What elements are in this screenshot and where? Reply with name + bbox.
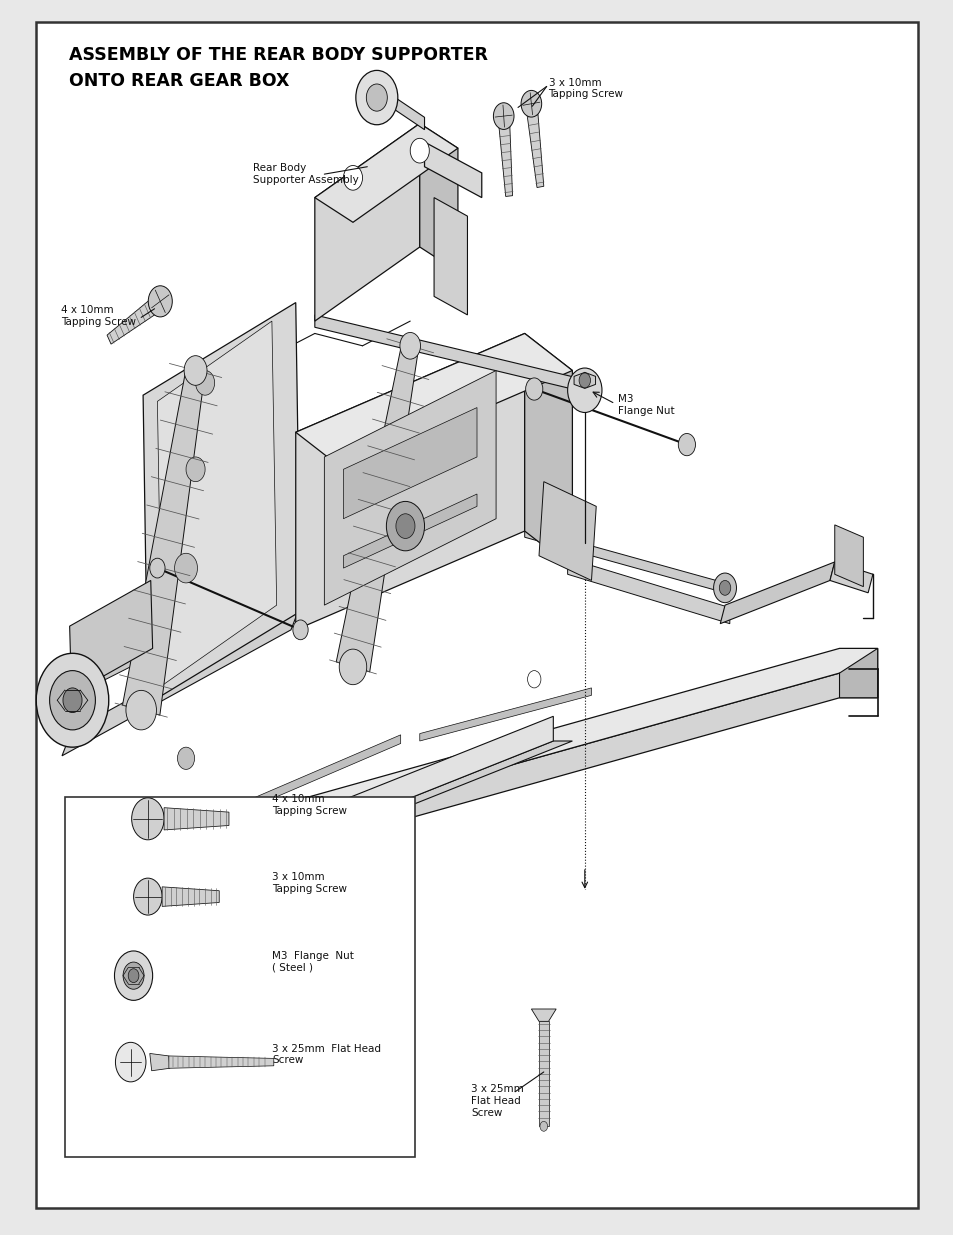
Polygon shape <box>567 558 729 624</box>
Circle shape <box>128 968 139 983</box>
Polygon shape <box>295 333 524 630</box>
Polygon shape <box>720 562 834 624</box>
Circle shape <box>395 514 415 538</box>
Circle shape <box>293 620 308 640</box>
Polygon shape <box>525 103 543 188</box>
Polygon shape <box>343 408 476 519</box>
Polygon shape <box>157 321 276 685</box>
Polygon shape <box>834 525 862 587</box>
Circle shape <box>578 373 590 388</box>
Text: ASSEMBLY OF THE REAR BODY SUPPORTER: ASSEMBLY OF THE REAR BODY SUPPORTER <box>69 46 487 64</box>
Circle shape <box>133 878 162 915</box>
Circle shape <box>343 165 362 190</box>
Text: M3
Flange Nut: M3 Flange Nut <box>618 394 674 415</box>
Polygon shape <box>343 494 476 568</box>
Circle shape <box>184 356 207 385</box>
Polygon shape <box>419 688 591 741</box>
Polygon shape <box>169 1056 274 1068</box>
Circle shape <box>63 688 82 713</box>
Polygon shape <box>839 648 877 698</box>
Polygon shape <box>434 198 467 315</box>
Text: Rear Body
Supporter Assembly: Rear Body Supporter Assembly <box>253 163 358 184</box>
Polygon shape <box>295 333 572 469</box>
Circle shape <box>339 650 366 684</box>
Text: 3 x 25mm
Flat Head
Screw: 3 x 25mm Flat Head Screw <box>471 1084 523 1118</box>
Polygon shape <box>335 343 418 672</box>
Polygon shape <box>86 673 877 895</box>
Polygon shape <box>62 605 300 756</box>
Polygon shape <box>538 1021 548 1126</box>
Text: ONTO REAR GEAR BOX: ONTO REAR GEAR BOX <box>69 72 289 90</box>
Circle shape <box>493 103 514 130</box>
Circle shape <box>713 573 736 603</box>
Circle shape <box>539 1121 547 1131</box>
Polygon shape <box>191 735 400 834</box>
Text: 3 x 25mm  Flat Head
Screw: 3 x 25mm Flat Head Screw <box>272 1044 380 1065</box>
Text: 4 x 10mm
Tapping Screw: 4 x 10mm Tapping Screw <box>61 305 136 326</box>
Circle shape <box>132 798 164 840</box>
Polygon shape <box>324 370 496 605</box>
Polygon shape <box>538 482 596 580</box>
Polygon shape <box>62 568 286 701</box>
Circle shape <box>148 285 172 317</box>
Circle shape <box>50 671 95 730</box>
Polygon shape <box>162 887 219 906</box>
Circle shape <box>177 747 194 769</box>
Polygon shape <box>524 527 724 593</box>
Circle shape <box>525 378 542 400</box>
Polygon shape <box>164 808 229 830</box>
Circle shape <box>150 558 165 578</box>
Circle shape <box>366 84 387 111</box>
Polygon shape <box>531 1009 556 1021</box>
Polygon shape <box>107 294 164 345</box>
Circle shape <box>195 370 214 395</box>
Polygon shape <box>314 124 457 222</box>
Polygon shape <box>524 333 572 568</box>
Polygon shape <box>150 1053 170 1071</box>
Text: M3  Flange  Nut
( Steel ): M3 Flange Nut ( Steel ) <box>272 951 354 972</box>
Polygon shape <box>424 142 481 198</box>
Polygon shape <box>314 315 572 389</box>
Circle shape <box>399 332 420 359</box>
Polygon shape <box>305 741 572 840</box>
Circle shape <box>678 433 695 456</box>
Bar <box>65 797 415 1157</box>
Circle shape <box>186 457 205 482</box>
Circle shape <box>115 1042 146 1082</box>
Polygon shape <box>305 716 553 840</box>
Circle shape <box>36 653 109 747</box>
Circle shape <box>386 501 424 551</box>
Polygon shape <box>122 368 205 715</box>
Circle shape <box>174 553 197 583</box>
Polygon shape <box>497 115 512 196</box>
Polygon shape <box>314 124 419 321</box>
Circle shape <box>520 90 541 117</box>
Circle shape <box>114 951 152 1000</box>
Circle shape <box>126 690 156 730</box>
Circle shape <box>123 962 144 989</box>
Circle shape <box>567 368 601 412</box>
Text: 3 x 10mm
Tapping Screw: 3 x 10mm Tapping Screw <box>548 78 623 99</box>
Polygon shape <box>574 373 595 388</box>
Polygon shape <box>143 303 300 704</box>
Circle shape <box>410 138 429 163</box>
Polygon shape <box>376 85 424 130</box>
Polygon shape <box>70 580 152 694</box>
Polygon shape <box>86 648 877 871</box>
Text: 3 x 10mm
Tapping Screw: 3 x 10mm Tapping Screw <box>272 872 347 893</box>
Circle shape <box>719 580 730 595</box>
Polygon shape <box>419 124 457 272</box>
Circle shape <box>527 671 540 688</box>
Text: 4 x 10mm
Tapping Screw: 4 x 10mm Tapping Screw <box>272 794 347 815</box>
Polygon shape <box>829 562 872 593</box>
Circle shape <box>355 70 397 125</box>
FancyBboxPatch shape <box>36 22 917 1208</box>
